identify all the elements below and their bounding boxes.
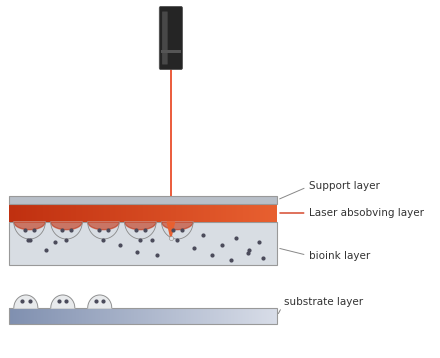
Text: bioink layer: bioink layer: [280, 248, 370, 261]
Text: substrate layer: substrate layer: [279, 297, 363, 314]
Text: Support layer: Support layer: [280, 181, 380, 199]
Polygon shape: [161, 222, 193, 239]
Polygon shape: [88, 222, 119, 229]
Text: Laser absobving layer: Laser absobving layer: [280, 208, 425, 218]
Polygon shape: [14, 295, 38, 308]
FancyBboxPatch shape: [159, 6, 183, 69]
Polygon shape: [125, 222, 156, 239]
Bar: [9, 308, 277, 324]
Bar: [9, 196, 277, 204]
Polygon shape: [88, 295, 112, 308]
Polygon shape: [125, 222, 156, 229]
Polygon shape: [14, 222, 45, 239]
Polygon shape: [167, 222, 175, 238]
Polygon shape: [51, 222, 82, 239]
Polygon shape: [14, 222, 45, 229]
Bar: [9, 222, 277, 265]
Polygon shape: [51, 295, 75, 308]
FancyBboxPatch shape: [162, 11, 168, 64]
Polygon shape: [88, 222, 119, 239]
Polygon shape: [51, 222, 82, 229]
Bar: [161, 50, 181, 53]
Polygon shape: [161, 222, 193, 229]
